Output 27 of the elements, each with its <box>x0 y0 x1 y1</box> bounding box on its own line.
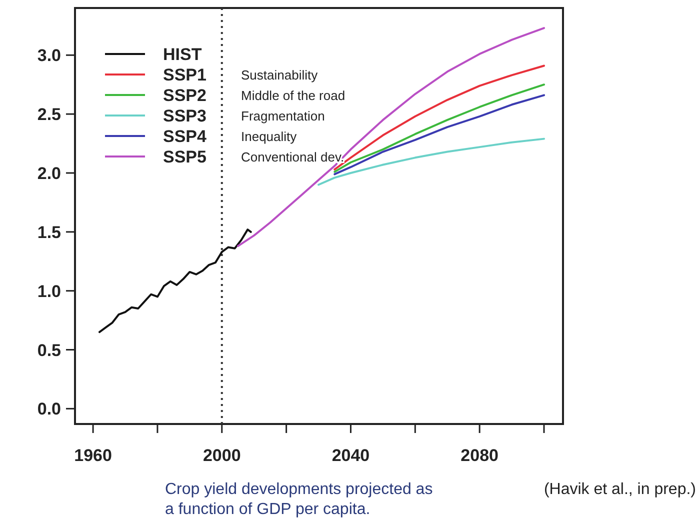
line-series <box>318 138 545 186</box>
y-tick-label: 2.0 <box>37 164 61 183</box>
annotation: Fragmentation <box>241 108 325 124</box>
annotation: Middle of the road <box>241 88 346 103</box>
x-tick-label: 2000 <box>202 446 241 465</box>
y-tick-label: 1.0 <box>37 282 61 301</box>
legend-label: SSP2 <box>163 86 206 105</box>
y-tick-label: 2.5 <box>37 105 61 124</box>
annotation: Sustainability <box>241 68 318 82</box>
y-tick-label: 0.0 <box>37 400 61 419</box>
y-tick-label: 1.5 <box>37 222 61 242</box>
y-tick-label: 3.0 <box>37 46 61 66</box>
x-tick-label: 2080 <box>460 446 498 465</box>
text: (Havik et al., in prep.) <box>544 481 696 498</box>
text: Crop yield developments projected as a function of GDP per capita. <box>165 481 433 518</box>
line-series <box>98 228 252 334</box>
y-tick-label: 0.5 <box>37 340 61 360</box>
line-series <box>236 27 545 248</box>
legend-label: SSP5 <box>163 148 206 166</box>
legend-label: HIST <box>163 45 202 64</box>
legend-label: SSP4 <box>163 127 208 146</box>
x-tick-label: 1960 <box>74 446 112 465</box>
legend-label: SSP1 <box>163 66 206 84</box>
x-tick-label: 2040 <box>332 446 370 465</box>
annotation: Conventional dev. <box>241 150 344 164</box>
legend-label: SSP3 <box>163 106 206 126</box>
annotation: Inequality <box>241 129 298 144</box>
